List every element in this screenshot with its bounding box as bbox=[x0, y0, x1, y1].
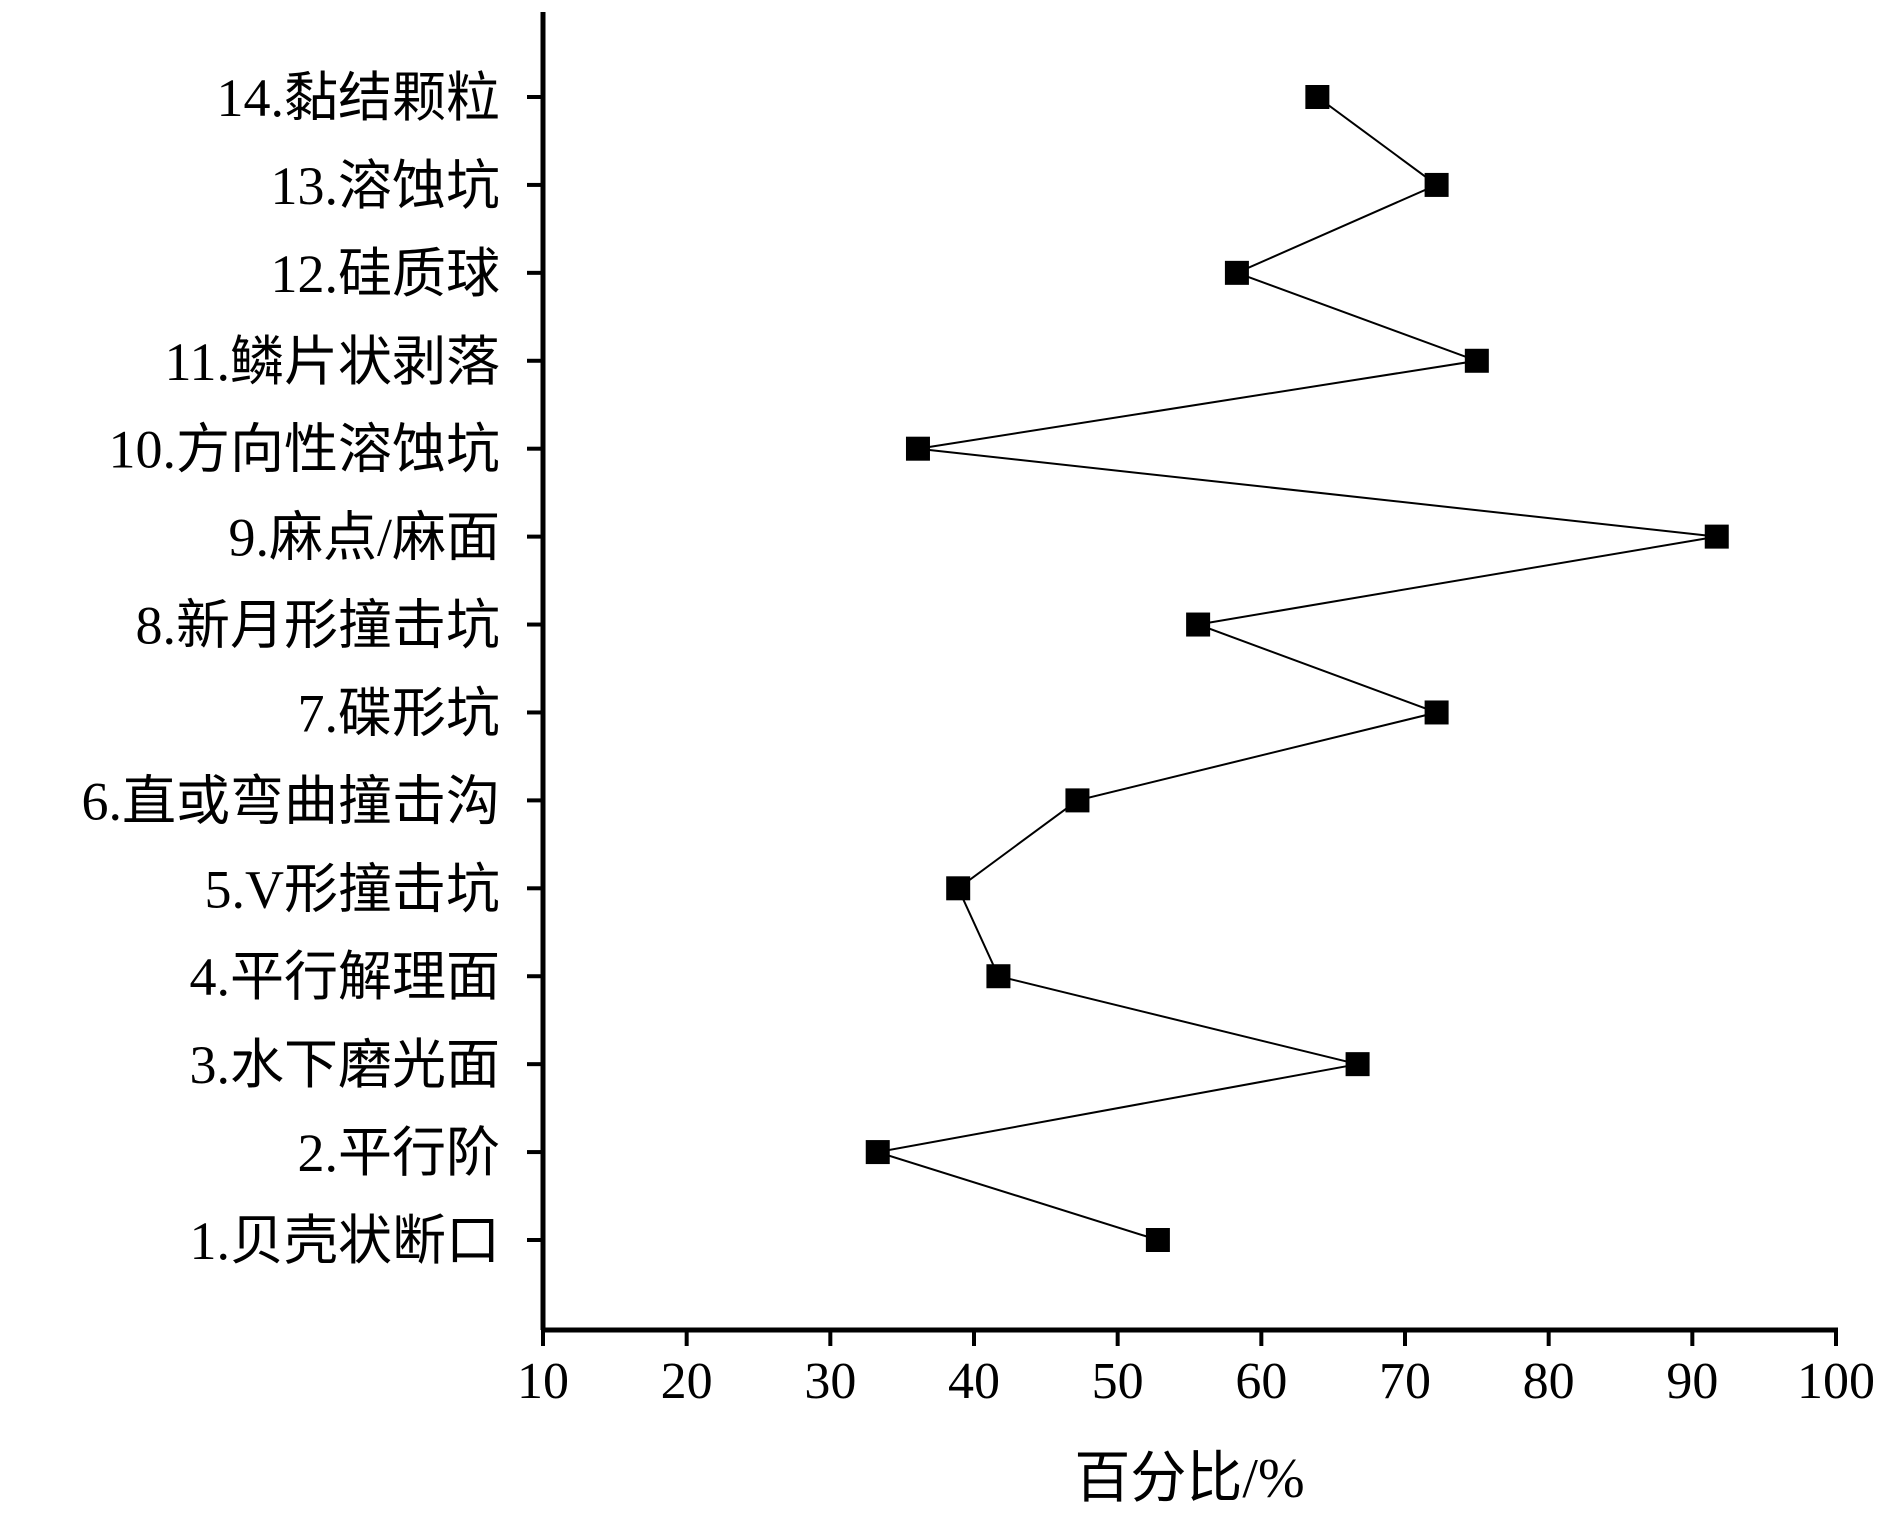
category-labels: 1.贝壳状断口 2.平行阶 3.水下磨光面 4.平行解理面 5.V形撞击坑 6.直或弯曲撞… bbox=[82, 68, 543, 1271]
data-point-marker bbox=[1424, 172, 1449, 197]
data-point-marker bbox=[1464, 348, 1489, 373]
x-tick-label: 80 bbox=[1523, 1353, 1575, 1410]
data-point-marker bbox=[1224, 260, 1249, 285]
x-tick-label: 30 bbox=[804, 1353, 856, 1410]
category-label: 9.麻点/麻面 bbox=[228, 508, 500, 568]
data-point-marker bbox=[1186, 612, 1211, 637]
axes bbox=[540, 12, 1838, 1333]
x-axis-title: 百分比/% bbox=[1074, 1448, 1304, 1510]
x-tick-label: 100 bbox=[1797, 1353, 1875, 1410]
series-line bbox=[877, 96, 1717, 1241]
x-tick-label: 50 bbox=[1092, 1353, 1144, 1410]
x-tick-label: 40 bbox=[948, 1353, 1000, 1410]
category-label: 12.硅质球 bbox=[271, 244, 501, 304]
x-tick-label: 90 bbox=[1666, 1353, 1718, 1410]
category-label: 3.水下磨光面 bbox=[190, 1035, 501, 1095]
data-point-marker bbox=[1305, 85, 1330, 109]
data-point-marker bbox=[1424, 700, 1449, 725]
category-label: 11.鳞片状剥落 bbox=[165, 332, 501, 392]
x-tick-label: 70 bbox=[1379, 1353, 1431, 1410]
category-label: 2.平行阶 bbox=[298, 1123, 501, 1183]
data-point-marker bbox=[905, 436, 930, 461]
data-point-marker bbox=[865, 1140, 890, 1165]
category-label: 1.贝壳状断口 bbox=[190, 1211, 501, 1271]
data-point-marker bbox=[1145, 1228, 1170, 1252]
x-tick-label: 20 bbox=[661, 1353, 713, 1410]
category-label: 10.方向性溶蚀坑 bbox=[109, 420, 501, 480]
data-point-marker bbox=[1345, 1052, 1370, 1077]
category-label: 4.平行解理面 bbox=[190, 947, 501, 1007]
x-tick-label: 10 bbox=[517, 1353, 569, 1410]
x-tick-label: 60 bbox=[1235, 1353, 1287, 1410]
category-label: 8.新月形撞击坑 bbox=[136, 596, 501, 656]
category-label: 14.黏结颗粒 bbox=[217, 68, 501, 128]
x-ticks: 10 20 30 40 50 60 70 80 90 100 bbox=[517, 1330, 1875, 1410]
data-point-marker bbox=[986, 964, 1011, 989]
series-markers bbox=[865, 85, 1729, 1252]
category-label: 7.碟形坑 bbox=[298, 683, 501, 743]
data-point-marker bbox=[1065, 788, 1090, 813]
category-label: 5.V形撞击坑 bbox=[205, 859, 501, 919]
data-point-marker bbox=[946, 876, 971, 901]
category-label: 6.直或弯曲撞击沟 bbox=[82, 771, 501, 831]
category-label: 13.溶蚀坑 bbox=[271, 156, 501, 216]
data-point-marker bbox=[1704, 524, 1729, 549]
